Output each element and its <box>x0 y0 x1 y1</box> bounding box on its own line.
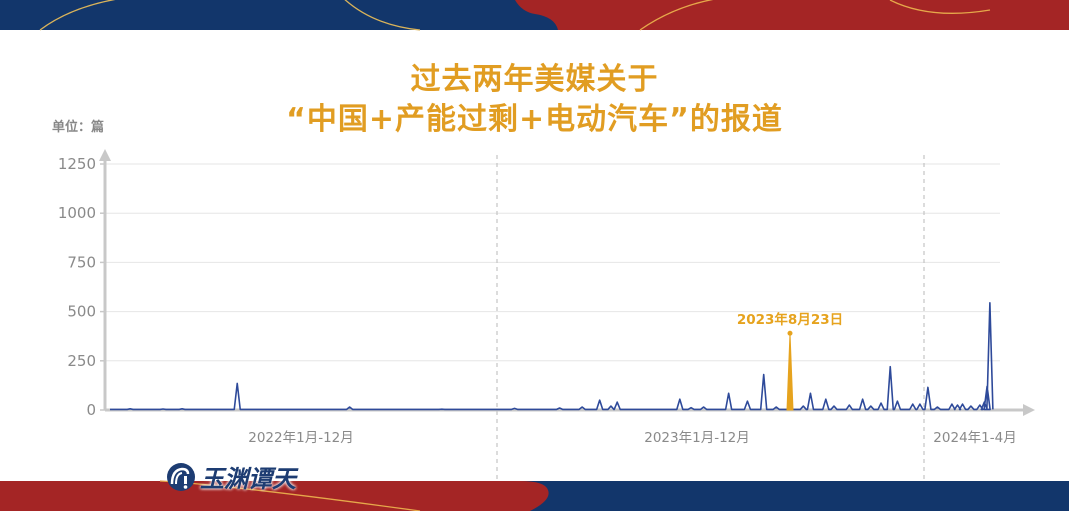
series-line <box>110 301 994 411</box>
highlight-label: 2023年8月23日 <box>737 311 843 328</box>
y-tick-label: 750 <box>67 253 96 271</box>
y-tick-label: 0 <box>86 401 96 419</box>
logo-text: 玉渊谭天 <box>200 464 296 493</box>
x-period-label: 2024年1-4月 <box>933 430 1016 446</box>
chart-title-line1: 过去两年美媒关于 <box>410 62 659 97</box>
y-tick-label: 500 <box>67 303 96 321</box>
highlight-spike <box>786 333 794 411</box>
x-period-label: 2022年1月-12月 <box>248 430 354 446</box>
y-tick-label: 1000 <box>58 204 96 222</box>
wave-exclamation-logo-icon <box>167 462 195 491</box>
unit-label: 单位：篇 <box>52 120 105 135</box>
y-tick-label: 1250 <box>58 155 96 173</box>
y-tick-label: 250 <box>67 352 96 370</box>
y-axis-arrow-icon <box>99 149 111 161</box>
logo: 玉渊谭天 <box>166 459 296 494</box>
top-banner-blue <box>0 0 558 30</box>
x-axis-arrow-icon <box>1023 404 1035 416</box>
highlight-point <box>787 330 793 336</box>
x-period-label: 2023年1月-12月 <box>644 430 750 446</box>
chart-title-line2: “中国+产能过剩+电动汽车”的报道 <box>286 102 783 137</box>
bottom-banner-red <box>0 481 549 511</box>
